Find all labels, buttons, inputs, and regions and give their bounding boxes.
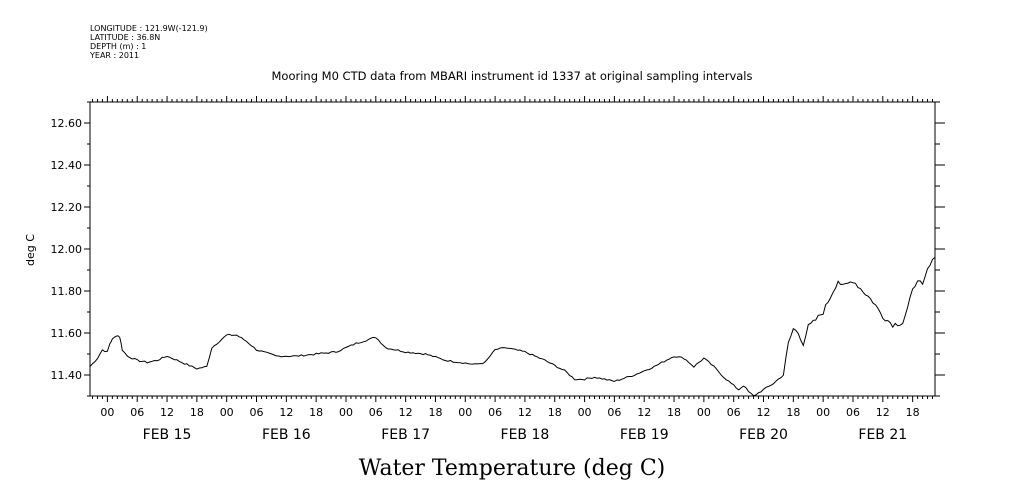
x-hour-label: 18 bbox=[190, 406, 204, 419]
x-hour-label: 00 bbox=[220, 406, 234, 419]
x-hour-label: 18 bbox=[906, 406, 920, 419]
x-hour-label: 06 bbox=[846, 406, 860, 419]
y-tick-label: 12.60 bbox=[51, 117, 83, 130]
x-hour-label: 12 bbox=[637, 406, 651, 419]
x-axis: 00 06 12 18 00 06 12 18 00 06 12 18 00 06 12 18 00 06 12 18… bbox=[91, 96, 934, 443]
x-hour-label: 06 bbox=[369, 406, 383, 419]
x-hour-label: 00 bbox=[578, 406, 592, 419]
x-hour-label: 06 bbox=[727, 406, 741, 419]
x-hour-label: 18 bbox=[428, 406, 442, 419]
x-hour-label: 12 bbox=[757, 406, 771, 419]
y-axis-label: deg C bbox=[24, 234, 37, 266]
x-hour-label: 18 bbox=[667, 406, 681, 419]
x-hour-label: 18 bbox=[786, 406, 800, 419]
x-hour-label: 00 bbox=[339, 406, 353, 419]
y-tick-label: 12.20 bbox=[51, 201, 83, 214]
series-line bbox=[89, 257, 936, 397]
x-hour-label: 06 bbox=[250, 406, 264, 419]
metadata-block: LONGITUDE : 121.9W(-121.9) LATITUDE : 36… bbox=[89, 24, 208, 60]
x-day-label: FEB 17 bbox=[381, 427, 430, 443]
x-day-label: FEB 19 bbox=[620, 427, 669, 443]
meta-line-0: LONGITUDE : 121.9W(-121.9) bbox=[90, 24, 208, 33]
x-hour-label: 12 bbox=[279, 406, 293, 419]
x-hour-label: 12 bbox=[518, 406, 532, 419]
x-hour-label: 12 bbox=[399, 406, 413, 419]
x-day-label: FEB 20 bbox=[739, 427, 788, 443]
x-hour-label: 18 bbox=[309, 406, 323, 419]
y-tick-label: 11.40 bbox=[51, 369, 83, 382]
x-hour-label: 06 bbox=[488, 406, 502, 419]
chart-title: Mooring M0 CTD data from MBARI instrumen… bbox=[272, 69, 753, 83]
x-hour-label: 00 bbox=[697, 406, 711, 419]
series-group bbox=[89, 257, 936, 397]
y-axis: 11.40 11.60 11.80 12.00 12.20 12.40 12.60 bbox=[51, 101, 945, 397]
x-day-label: FEB 21 bbox=[858, 427, 907, 443]
x-hour-label: 00 bbox=[816, 406, 830, 419]
x-hour-label: 00 bbox=[458, 406, 472, 419]
x-hour-label: 12 bbox=[876, 406, 890, 419]
x-axis-label: Water Temperature (deg C) bbox=[359, 456, 666, 481]
y-tick-label: 11.80 bbox=[51, 285, 83, 298]
meta-line-1: LATITUDE : 36.8N bbox=[90, 33, 160, 42]
x-hour-label: 06 bbox=[130, 406, 144, 419]
y-tick-label: 12.40 bbox=[51, 159, 83, 172]
meta-line-2: DEPTH (m) : 1 bbox=[90, 42, 146, 51]
plot-frame bbox=[89, 101, 936, 397]
y-tick-label: 12.00 bbox=[51, 243, 83, 256]
x-hour-label: 06 bbox=[607, 406, 621, 419]
y-tick-label: 11.60 bbox=[51, 327, 83, 340]
x-day-label: FEB 18 bbox=[501, 427, 550, 443]
x-day-label: FEB 16 bbox=[262, 427, 311, 443]
meta-line-3: YEAR : 2011 bbox=[89, 51, 139, 60]
x-hour-label: 12 bbox=[160, 406, 174, 419]
x-day-label: FEB 15 bbox=[143, 427, 192, 443]
x-hour-label: 00 bbox=[100, 406, 114, 419]
x-hour-label: 18 bbox=[548, 406, 562, 419]
